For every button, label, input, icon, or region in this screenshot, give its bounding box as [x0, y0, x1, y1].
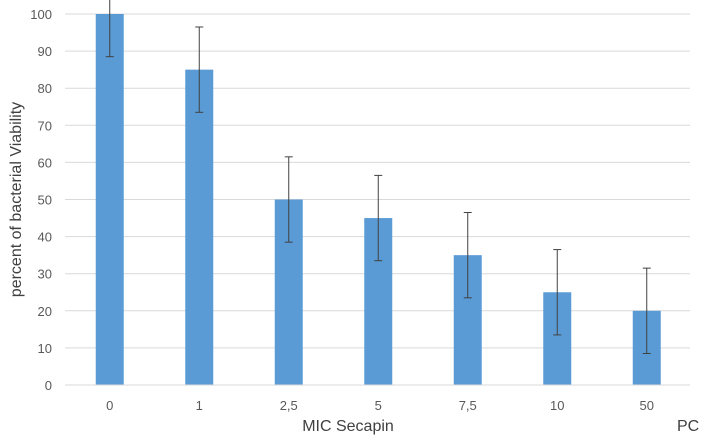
bars	[95, 14, 661, 386]
pc-label: PC	[677, 418, 699, 435]
y-tick-label-60: 60	[38, 155, 52, 170]
y-tick-label-70: 70	[38, 118, 52, 133]
error-bar-10	[553, 249, 562, 336]
y-tick-label-50: 50	[38, 193, 52, 208]
x-tick-label-50: 50	[640, 398, 654, 413]
gridlines	[65, 13, 690, 349]
x-tick-label-7,5: 7,5	[459, 398, 477, 413]
x-tick-label-2,5: 2,5	[280, 398, 298, 413]
x-tick-label-10: 10	[550, 398, 564, 413]
x-axis-title: MIC Secapin	[302, 418, 394, 435]
y-tick-label-90: 90	[38, 44, 52, 59]
error-bar-7,5	[463, 211, 472, 299]
bar-1	[185, 69, 214, 386]
y-tick-label-40: 40	[38, 230, 52, 245]
error-bar-50	[642, 267, 651, 354]
y-tick-label-80: 80	[38, 81, 52, 96]
y-axis-title: percent of bacterial Viability	[8, 102, 25, 297]
y-tick-label-100: 100	[30, 7, 52, 22]
error-bar-0	[105, 0, 114, 58]
y-tick-label-0: 0	[45, 378, 52, 393]
bar-0	[95, 14, 124, 385]
x-tick-label-1: 1	[196, 398, 203, 413]
x-axis-ticks: 0 1 2,5 5 7,5 10 50	[106, 398, 654, 413]
y-tick-label-20: 20	[38, 304, 52, 319]
x-tick-label-5: 5	[375, 398, 382, 413]
x-tick-label-0: 0	[106, 398, 113, 413]
y-axis-ticks: 0 10 20 30 40 50 60 70 80 90 100	[30, 7, 52, 393]
error-bar-2,5	[284, 156, 293, 243]
error-bar-5	[374, 174, 383, 262]
error-bar-1	[195, 26, 204, 113]
y-tick-label-30: 30	[38, 267, 52, 282]
y-tick-label-10: 10	[38, 341, 52, 356]
error-bars	[105, 0, 651, 354]
